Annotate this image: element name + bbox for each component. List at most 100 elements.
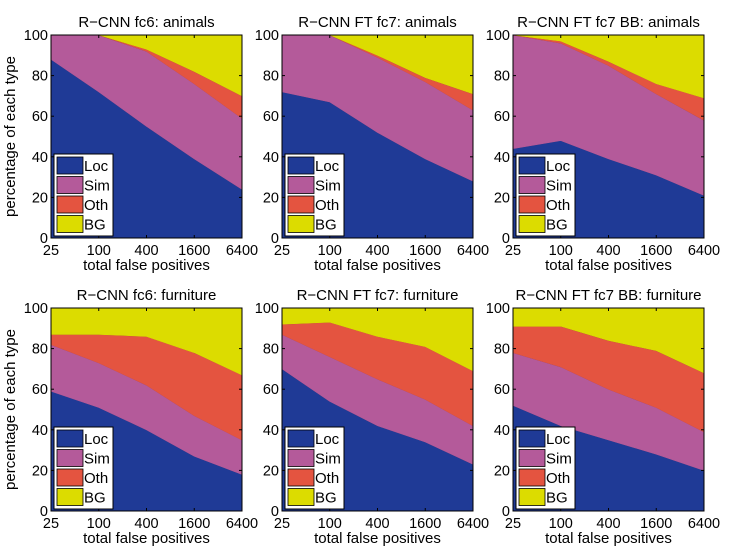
x-axis-label: total false positives — [83, 257, 210, 274]
y-tick-label: 0 — [502, 504, 510, 520]
legend-label-sim: Sim — [546, 451, 572, 468]
legend-label-sim: Sim — [84, 178, 110, 195]
chart-panel-2: 0 20 40 60 80 100 25 100 400 1600 6400 R−CNN FT fc7… — [255, 14, 489, 274]
legend-swatch-oth — [287, 195, 315, 214]
x-tick-label: 1600 — [409, 516, 441, 532]
legend-label-bg: BG — [546, 490, 568, 507]
y-axis-label: percentage of each type — [2, 56, 19, 217]
legend-swatch-oth — [518, 195, 546, 214]
chart-title: R−CNN FT fc7 BB: furniture — [515, 287, 701, 304]
x-tick-label: 6400 — [457, 516, 489, 532]
legend-label-bg: BG — [84, 217, 106, 234]
legend-label-loc: Loc — [84, 158, 109, 175]
legend-label-oth: Oth — [315, 197, 339, 214]
y-tick-label: 100 — [24, 301, 48, 317]
chart-panel-3: 0 20 40 60 80 100 25 100 400 1600 6400 R−CNN FT fc7… — [486, 14, 720, 274]
x-tick-label: 6400 — [457, 243, 489, 259]
legend-swatch-sim — [287, 176, 315, 194]
x-tick-label: 25 — [505, 516, 521, 532]
y-tick-label: 80 — [263, 342, 279, 358]
legend: Loc Sim Oth BG — [53, 426, 114, 510]
legend-label-loc: Loc — [84, 431, 109, 448]
legend-swatch-bg — [56, 215, 84, 233]
y-tick-label: 100 — [255, 28, 279, 44]
legend-swatch-bg — [287, 488, 315, 506]
legend: Loc Sim Oth BG — [515, 426, 576, 510]
legend-swatch-bg — [518, 488, 546, 506]
legend: Loc Sim Oth BG — [284, 426, 345, 510]
x-tick-label: 1600 — [178, 516, 210, 532]
x-tick-label: 100 — [87, 516, 111, 532]
y-tick-label: 20 — [263, 463, 279, 479]
legend-label-loc: Loc — [315, 431, 340, 448]
y-tick-label: 80 — [494, 342, 510, 358]
x-tick-label: 100 — [87, 243, 111, 259]
legend-swatch-loc — [56, 429, 84, 448]
legend-label-bg: BG — [315, 490, 337, 507]
legend-swatch-oth — [518, 468, 546, 487]
y-tick-label: 0 — [271, 231, 279, 247]
chart-panel-1: 0 20 40 60 80 100 25 100 400 1600 6400 R−CNN fc6: a… — [2, 14, 258, 274]
legend-label-oth: Oth — [546, 197, 570, 214]
legend-swatch-loc — [287, 429, 315, 448]
legend-swatch-sim — [287, 449, 315, 467]
legend-swatch-loc — [287, 156, 315, 175]
legend-label-oth: Oth — [546, 470, 570, 487]
y-tick-label: 40 — [494, 423, 510, 439]
x-tick-label: 6400 — [226, 516, 258, 532]
y-tick-label: 20 — [263, 190, 279, 206]
legend-label-loc: Loc — [546, 158, 571, 175]
chart-panel-5: 0 20 40 60 80 100 25 100 400 1600 6400 R−CNN FT fc7… — [255, 287, 489, 547]
legend-swatch-loc — [518, 156, 546, 175]
legend-swatch-oth — [56, 468, 84, 487]
legend-swatch-oth — [287, 468, 315, 487]
x-tick-label: 1600 — [640, 243, 672, 259]
y-tick-label: 0 — [40, 231, 48, 247]
x-tick-label: 100 — [549, 243, 573, 259]
chart-title: R−CNN fc6: furniture — [77, 287, 217, 304]
legend-label-bg: BG — [546, 217, 568, 234]
legend-label-loc: Loc — [546, 431, 571, 448]
y-tick-label: 40 — [494, 150, 510, 166]
y-tick-label: 40 — [263, 423, 279, 439]
y-tick-label: 20 — [494, 463, 510, 479]
legend-label-oth: Oth — [315, 470, 339, 487]
y-tick-label: 80 — [32, 69, 48, 85]
chart-title: R−CNN FT fc7: furniture — [297, 287, 459, 304]
y-tick-label: 100 — [24, 28, 48, 44]
x-tick-label: 100 — [318, 516, 342, 532]
x-tick-label: 1600 — [640, 516, 672, 532]
y-tick-label: 60 — [494, 109, 510, 125]
legend-label-sim: Sim — [315, 178, 341, 195]
x-tick-label: 25 — [274, 243, 290, 259]
legend-swatch-sim — [56, 176, 84, 194]
y-tick-label: 0 — [271, 504, 279, 520]
y-tick-label: 40 — [263, 150, 279, 166]
y-tick-label: 60 — [32, 109, 48, 125]
chart-panel-4: 0 20 40 60 80 100 25 100 400 1600 6400 R−CNN fc6: f… — [2, 287, 258, 547]
y-tick-label: 0 — [40, 504, 48, 520]
x-axis-label: total false positives — [83, 530, 210, 547]
x-tick-label: 400 — [134, 243, 158, 259]
chart-title: R−CNN FT fc7 BB: animals — [517, 14, 700, 31]
legend-swatch-bg — [56, 488, 84, 506]
x-tick-label: 400 — [596, 516, 620, 532]
y-axis-label: percentage of each type — [2, 329, 19, 490]
legend-label-sim: Sim — [84, 451, 110, 468]
x-axis-label: total false positives — [314, 257, 441, 274]
legend-swatch-loc — [518, 429, 546, 448]
legend-swatch-sim — [56, 449, 84, 467]
x-tick-label: 25 — [274, 516, 290, 532]
y-tick-label: 80 — [494, 69, 510, 85]
legend-label-sim: Sim — [315, 451, 341, 468]
x-tick-label: 25 — [43, 516, 59, 532]
y-tick-label: 40 — [32, 423, 48, 439]
legend-swatch-sim — [518, 449, 546, 467]
x-axis-label: total false positives — [545, 530, 672, 547]
legend-label-bg: BG — [315, 217, 337, 234]
x-tick-label: 400 — [134, 516, 158, 532]
legend-label-oth: Oth — [84, 470, 108, 487]
x-tick-label: 100 — [549, 516, 573, 532]
y-tick-label: 0 — [502, 231, 510, 247]
y-tick-label: 60 — [494, 382, 510, 398]
